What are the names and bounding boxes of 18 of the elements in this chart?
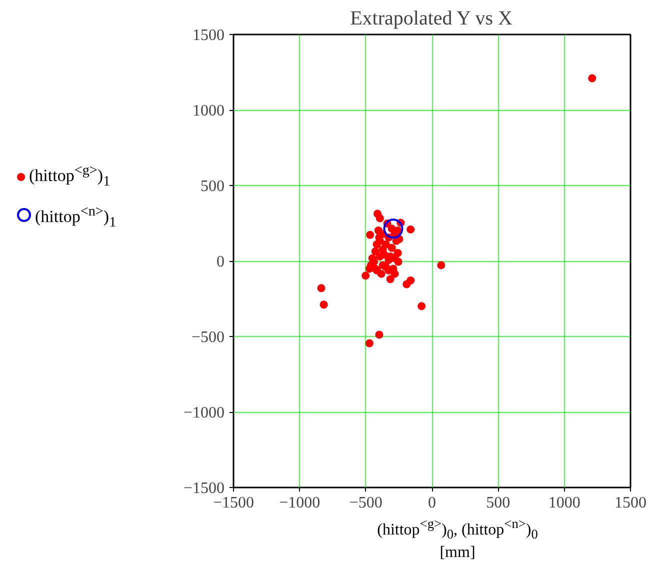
x-tick-label: 500 (486, 494, 510, 512)
y-tick-label: 1500 (192, 27, 224, 44)
y-tick-label: 0 (216, 254, 224, 270)
x-tick-label: −1000 (279, 494, 320, 512)
x-tick-label: −1500 (212, 494, 254, 512)
x-tick-label: 1500 (614, 494, 646, 512)
legend-label: (hittop$^{<n>}$)$_{1}$ (35, 203, 116, 230)
y-tick-label: −500 (191, 329, 225, 346)
x-tick-label: 0 (428, 494, 436, 512)
y-tick-label: 1000 (192, 102, 224, 120)
x-tick-label: −500 (349, 494, 382, 512)
text: (hittop$^{<g>}$)$_{0}$, (hittop$^{<n>}$)$_{0}$ [mm] (377, 516, 538, 561)
y-tick-label: −1000 (183, 404, 225, 422)
y-tick-label: 500 (200, 178, 224, 195)
chart-title: Extrapolated Y vs X (350, 8, 513, 30)
legend-label: (hittop$^{<g>}$)$_{1}$ (29, 162, 110, 190)
y-tick-label: −1500 (183, 480, 225, 497)
x-tick-label: 1000 (548, 494, 580, 512)
